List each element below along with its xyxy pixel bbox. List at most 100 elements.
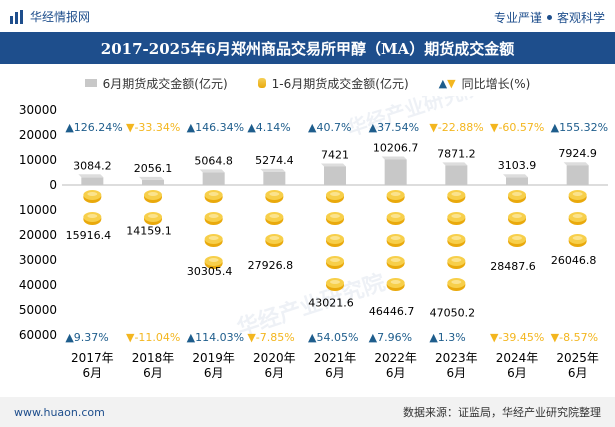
coin-icon <box>386 278 405 291</box>
cumulative-data-label: 15916.4 <box>66 229 112 242</box>
y-tick-label: 40000 <box>19 278 57 292</box>
coin-icon <box>204 234 223 247</box>
growth-monthly-label: ▼-33.34% <box>126 121 180 134</box>
coin-icon <box>144 212 162 225</box>
coin-icon <box>265 212 284 225</box>
coin-icon <box>447 256 466 269</box>
x-tick-label: 2017年 6月 <box>71 351 114 380</box>
x-tick-label: 2018年 6月 <box>132 351 175 380</box>
coin-icon <box>568 234 587 247</box>
y-tick-label: 30000 <box>19 253 57 267</box>
watermark: 华经产业研究院 <box>344 96 485 141</box>
legend-label-growth: 同比增长(%) <box>461 76 531 91</box>
coin-icon <box>386 256 405 269</box>
growth-monthly-label: ▲146.34% <box>187 121 244 134</box>
monthly-bar <box>81 177 104 185</box>
coin-icon <box>447 278 466 291</box>
coin-icon <box>326 278 344 291</box>
y-tick-label: 20000 <box>19 228 57 242</box>
monthly-bar-cap <box>199 169 225 173</box>
growth-cumulative-label: ▼-39.45% <box>490 331 544 344</box>
cumulative-data-label: 28487.6 <box>490 260 536 273</box>
tagline-1: 专业严谨 <box>493 11 542 25</box>
triangle-icons: ▲▼ <box>438 76 456 90</box>
tagline-2: 客观科学 <box>556 11 605 25</box>
gray-box-icon <box>84 79 97 87</box>
growth-monthly-label: ▲40.7% <box>308 121 351 134</box>
x-tick-label: 2023年 6月 <box>435 351 478 380</box>
footer-source: 数据来源：证监局，华经产业研究院整理 <box>403 406 601 419</box>
cumulative-data-label: 47050.2 <box>430 307 476 320</box>
dot-icon <box>546 15 552 20</box>
footer: www.huaon.com 数据来源：证监局，华经产业研究院整理 <box>0 397 615 427</box>
growth-monthly-label: ▼-22.88% <box>429 121 483 134</box>
y-tick-label: 60000 <box>19 328 57 342</box>
growth-cumulative-label: ▲114.03% <box>187 331 244 344</box>
coin-icon <box>508 234 526 247</box>
monthly-bar-cap <box>78 174 104 178</box>
y-tick-label: 0 <box>49 178 57 192</box>
monthly-bar <box>142 179 164 185</box>
coin-icon <box>386 190 405 203</box>
growth-cumulative-label: ▼-8.57% <box>551 331 598 344</box>
brand-logo[interactable]: 华经情报网 <box>10 8 90 25</box>
monthly-bar <box>263 171 286 185</box>
x-tick-label: 2024年 6月 <box>496 351 539 380</box>
cumulative-data-label: 14159.1 <box>126 224 172 237</box>
monthly-bar-cap <box>139 176 164 180</box>
cumulative-data-label: 43021.6 <box>308 297 354 310</box>
coin-icon <box>204 212 223 225</box>
coin-icon <box>447 190 466 203</box>
bar-logo-icon <box>10 9 24 24</box>
monthly-data-label: 5064.8 <box>194 154 233 167</box>
y-tick-label: 20000 <box>19 128 57 142</box>
cumulative-data-label: 46446.7 <box>369 305 415 318</box>
monthly-data-label: 7871.2 <box>437 147 476 160</box>
monthly-bar <box>202 172 225 185</box>
cumulative-data-label: 30305.4 <box>187 265 233 278</box>
growth-monthly-label: ▲155.32% <box>551 121 608 134</box>
monthly-data-label: 10206.7 <box>373 141 419 154</box>
legend-item-growth: ▲▼ 同比增长(%) <box>439 75 531 92</box>
y-tick-label: 50000 <box>19 303 57 317</box>
coin-icon <box>508 212 526 225</box>
footer-site[interactable]: www.huaon.com <box>14 405 105 419</box>
coin-icon <box>568 212 587 225</box>
chart-title: 2017-2025年6月郑州商品交易所甲醇（MA）期货成交金额 <box>100 39 515 58</box>
y-tick-label: 30000 <box>19 103 57 117</box>
coin-icon <box>326 190 344 203</box>
y-tick-label: 10000 <box>19 153 57 167</box>
monthly-bar <box>566 165 589 185</box>
legend: 6月期货成交金额(亿元) 1-6月期货成交金额(亿元) ▲▼ 同比增长(%) <box>0 72 615 94</box>
coin-icon <box>265 234 284 247</box>
monthly-bar-cap <box>563 162 589 166</box>
legend-item-monthly: 6月期货成交金额(亿元) <box>84 75 228 92</box>
coin-icon <box>326 256 344 269</box>
coin-stack-icon <box>257 78 266 88</box>
title-band: 2017-2025年6月郑州商品交易所甲醇（MA）期货成交金额 <box>0 32 615 64</box>
coin-icon <box>83 212 102 225</box>
growth-cumulative-label: ▲1.3% <box>429 331 465 344</box>
growth-cumulative-label: ▲9.37% <box>65 331 108 344</box>
growth-cumulative-label: ▼-11.04% <box>126 331 180 344</box>
coin-icon <box>204 256 223 269</box>
cumulative-data-label: 27926.8 <box>248 259 294 272</box>
coin-icon <box>447 234 466 247</box>
monthly-bar <box>384 159 407 185</box>
coin-icon <box>83 190 102 203</box>
coin-icon <box>386 234 405 247</box>
coin-icon <box>568 190 587 203</box>
top-bar: 华经情报网 专业严谨 客观科学 <box>0 0 615 32</box>
growth-cumulative-label: ▼-7.85% <box>247 331 294 344</box>
legend-label-cumulative: 1-6月期货成交金额(亿元) <box>271 76 409 91</box>
growth-monthly-label: ▼-60.57% <box>490 121 544 134</box>
coin-icon <box>386 212 405 225</box>
monthly-bar-cap <box>442 162 468 166</box>
coin-icon <box>326 234 344 247</box>
coin-icon <box>144 190 162 203</box>
monthly-bar <box>506 177 528 185</box>
growth-monthly-label: ▲126.24% <box>65 121 122 134</box>
coin-icon <box>508 190 526 203</box>
monthly-bar-cap <box>381 156 407 160</box>
monthly-data-label: 5274.4 <box>255 154 294 167</box>
